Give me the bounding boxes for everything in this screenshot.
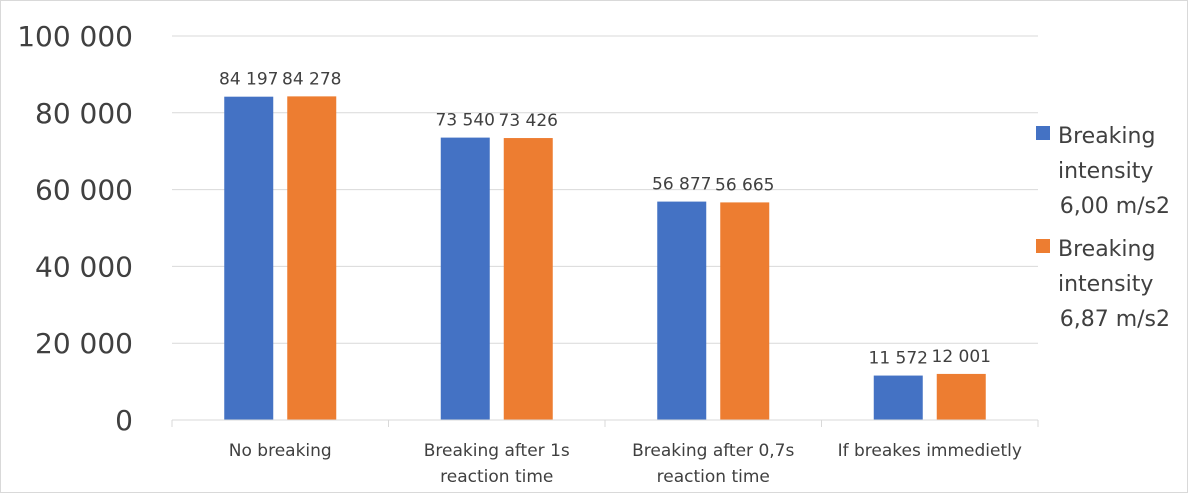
data-label: 73 426	[499, 111, 558, 131]
y-tick-label: 20 000	[35, 327, 133, 360]
x-axis: No breaking Breaking after 1s reaction tim…	[171, 419, 1039, 487]
data-label: 84 197	[219, 70, 278, 90]
bar	[287, 96, 337, 420]
legend-label: 6,00 m/s2	[1060, 194, 1170, 219]
y-tick-label: 40 000	[35, 250, 133, 283]
data-label: 56 877	[652, 175, 711, 195]
legend-swatch	[1036, 239, 1050, 253]
legend-label: intensity	[1058, 159, 1153, 184]
y-axis-tick-labels: 0 20 000 40 000 60 000 80 000 100 000	[17, 20, 133, 437]
data-label: 11 572	[869, 349, 928, 369]
data-label: 56 665	[715, 175, 774, 195]
bar	[720, 202, 770, 420]
legend-label: Breaking	[1058, 124, 1155, 149]
bar	[936, 373, 986, 420]
bar	[440, 137, 490, 421]
legend-swatch	[1036, 126, 1050, 140]
x-tick-label: Breaking after 1s reaction time	[424, 441, 570, 487]
bar	[873, 375, 923, 420]
legend-label: 6,87 m/s2	[1060, 307, 1170, 332]
bar	[657, 201, 707, 420]
x-tick-label: Breaking after 0,7s reaction time	[632, 441, 794, 487]
bar	[224, 96, 274, 420]
data-label: 12 001	[932, 347, 991, 367]
y-tick-label: 0	[115, 404, 133, 437]
data-label: 84 278	[282, 69, 341, 89]
x-tick-label: If breakes immedietly	[838, 441, 1022, 461]
y-tick-label: 80 000	[35, 97, 133, 130]
bars	[224, 96, 986, 421]
data-labels: 84 197 84 278 73 540 73 426 56 877 56 665 11 5…	[219, 69, 991, 368]
data-label: 73 540	[436, 111, 495, 131]
legend-label: intensity	[1058, 272, 1153, 297]
legend-label: Breaking	[1058, 237, 1155, 262]
y-tick-label: 60 000	[35, 174, 133, 207]
bar	[503, 138, 553, 420]
y-tick-label: 100 000	[17, 20, 133, 53]
x-tick-label: No breaking	[229, 441, 332, 461]
legend: Breaking intensity 6,00 m/s2 Breaking intens…	[1036, 124, 1170, 332]
